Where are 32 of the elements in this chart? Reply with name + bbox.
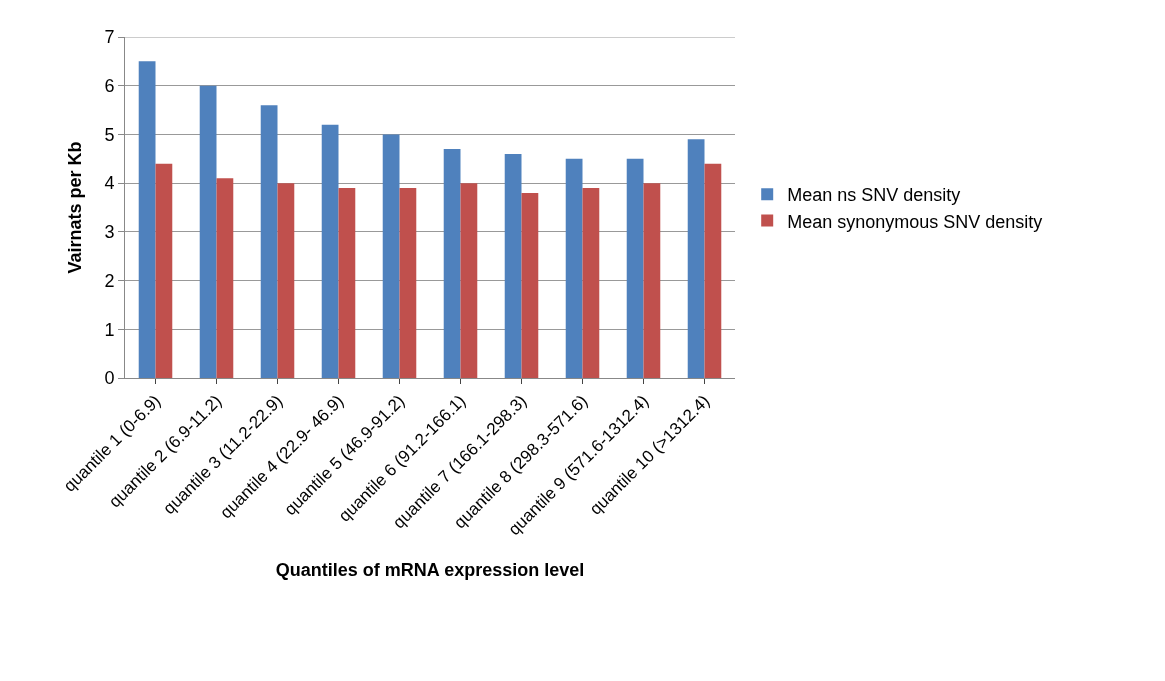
- bar: [565, 158, 583, 378]
- y-tick-label: 6: [104, 76, 115, 97]
- bar: [443, 149, 461, 378]
- legend-label: Mean ns SNV density: [787, 185, 961, 206]
- bar: [521, 192, 539, 378]
- y-tick-label: 0: [104, 368, 115, 389]
- y-tick-label: 5: [104, 124, 115, 145]
- y-tick-label: 7: [104, 27, 115, 48]
- bar: [321, 124, 339, 378]
- bar: [399, 188, 417, 378]
- bar: [138, 61, 156, 378]
- y-tick-label: 1: [104, 319, 115, 340]
- bar: [626, 158, 644, 378]
- x-axis-title: Quantiles of mRNA expression level: [275, 560, 585, 581]
- bar: [199, 85, 217, 378]
- bar: [155, 163, 173, 378]
- bar: [382, 134, 400, 378]
- y-axis-title: Vairnats per Kb: [64, 141, 85, 274]
- bar: [216, 178, 234, 378]
- bar: [643, 183, 661, 378]
- bar: [582, 188, 600, 378]
- legend-label: Mean synonymous SNV density: [787, 211, 1043, 232]
- bar: [338, 188, 356, 378]
- bar: [704, 163, 722, 378]
- y-tick-label: 2: [104, 270, 115, 291]
- y-tick-label: 3: [104, 222, 115, 243]
- bar: [460, 183, 478, 378]
- bar: [687, 139, 705, 378]
- y-tick-label: 4: [104, 173, 115, 194]
- bar: [277, 183, 295, 378]
- bar: [504, 153, 522, 378]
- bar: [260, 105, 278, 378]
